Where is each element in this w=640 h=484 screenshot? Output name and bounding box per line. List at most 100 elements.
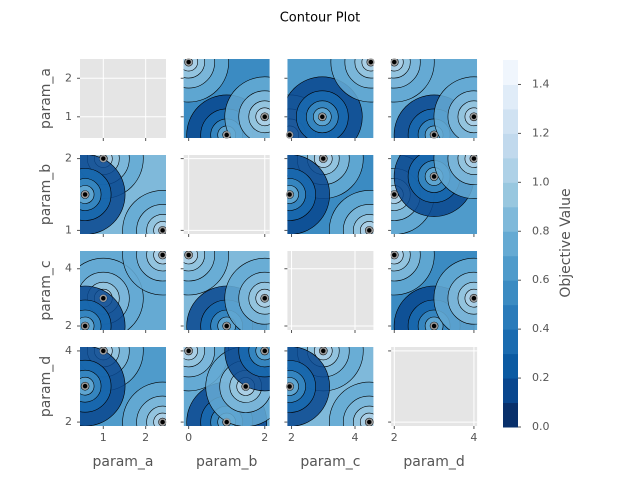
trial-point: [222, 418, 231, 426]
y-tick-label: 4: [65, 262, 72, 275]
contour-panel: [391, 251, 478, 330]
x-axis-label: param_a: [92, 454, 153, 470]
trial-point: [261, 113, 269, 121]
contour-panel: [183, 347, 270, 426]
y-tick-label: 1: [65, 223, 72, 236]
trial-point: [241, 382, 250, 391]
colorbar-band: [503, 402, 518, 428]
x-tick-label: 2: [391, 431, 398, 444]
y-tick-label: 2: [65, 319, 72, 332]
trial-point: [319, 154, 328, 163]
colorbar-band: [503, 182, 518, 208]
y-tick-label: 2: [65, 71, 72, 84]
colorbar-label: Objective Value: [558, 188, 574, 297]
trial-point: [365, 418, 374, 426]
trial-point: [261, 347, 269, 355]
x-tick-label: 0: [185, 431, 192, 444]
colorbar-band: [503, 231, 518, 257]
trial-point: [367, 58, 375, 66]
colorbar-band: [503, 280, 518, 306]
y-tick-label: 2: [65, 415, 72, 428]
colorbar-band: [503, 133, 518, 159]
y-tick-label: 2: [65, 152, 72, 165]
trial-point: [99, 294, 108, 302]
trial-point: [285, 190, 294, 199]
trial-point: [319, 347, 328, 355]
y-tick-label: 4: [65, 344, 72, 357]
trial-point: [365, 226, 374, 235]
trial-point: [158, 251, 167, 259]
colorbar-band: [503, 60, 518, 85]
trial-point: [318, 113, 327, 121]
trial-point: [158, 418, 167, 426]
trial-point: [390, 58, 399, 66]
trial-point: [184, 58, 193, 66]
contour-panel: [391, 155, 478, 234]
colorbar-tick-label: 0.4: [532, 322, 550, 335]
trial-point: [285, 382, 294, 391]
empty-panel: [391, 347, 478, 426]
y-axis-label: param_a: [38, 68, 54, 129]
trial-point: [184, 347, 193, 355]
contour-panel: [287, 347, 374, 426]
empty-panel: [80, 59, 166, 138]
colorbar-tick-label: 1.4: [532, 77, 550, 90]
x-axis-label: param_c: [300, 454, 360, 470]
contour-panel: [80, 155, 166, 234]
contour-panel: [287, 59, 374, 138]
colorbar-tick-label: 1.0: [532, 175, 550, 188]
chart-title: Contour Plot: [280, 11, 361, 26]
trial-point: [99, 154, 108, 163]
contour-panel: [80, 347, 166, 426]
trial-point: [430, 172, 438, 181]
colorbar-band: [503, 255, 518, 281]
trial-point: [470, 154, 478, 163]
colorbar-tick-label: 0.2: [532, 371, 550, 384]
x-tick-label: 1: [100, 431, 107, 444]
trial-point: [184, 251, 193, 259]
trial-point: [390, 190, 399, 199]
colorbar-band: [503, 304, 518, 330]
trial-point: [222, 322, 231, 330]
contour-panel: [391, 59, 478, 138]
x-tick-label: 2: [142, 431, 149, 444]
contour-panel: [183, 59, 270, 138]
colorbar-tick-label: 1.2: [532, 126, 550, 139]
y-axis-label: param_b: [38, 164, 54, 225]
x-tick-label: 4: [470, 431, 477, 444]
trial-point: [390, 251, 399, 259]
colorbar-tick-label: 0.0: [532, 420, 550, 433]
contour-panel: [183, 251, 270, 330]
colorbar-band: [503, 329, 518, 355]
colorbar-band: [503, 353, 518, 379]
trial-point: [81, 322, 89, 330]
colorbar-band: [503, 108, 518, 134]
trial-point: [430, 131, 438, 139]
empty-panel: [287, 251, 374, 330]
trial-point: [158, 226, 167, 235]
trial-point: [285, 131, 294, 139]
trial-point: [470, 294, 478, 302]
y-axis-label: param_d: [38, 356, 54, 417]
x-tick-label: 2: [261, 431, 268, 444]
y-axis-label: param_c: [38, 260, 54, 320]
x-tick-label: 4: [351, 431, 358, 444]
x-axis-label: param_d: [403, 454, 464, 470]
trial-point: [99, 347, 108, 355]
trial-point: [261, 294, 269, 302]
colorbar-band: [503, 157, 518, 183]
colorbar-tick-label: 0.6: [532, 273, 550, 286]
x-tick-label: 2: [288, 431, 295, 444]
trial-point: [81, 190, 89, 199]
contour-panel: [287, 155, 374, 234]
colorbar-band: [503, 84, 518, 110]
colorbar-band: [503, 378, 518, 404]
trial-point: [470, 113, 478, 121]
x-axis-label: param_b: [196, 454, 257, 470]
trial-point: [430, 322, 438, 330]
y-tick-label: 1: [65, 110, 72, 123]
colorbar-tick-label: 0.8: [532, 224, 550, 237]
trial-point: [81, 382, 89, 390]
trial-point: [222, 131, 231, 139]
